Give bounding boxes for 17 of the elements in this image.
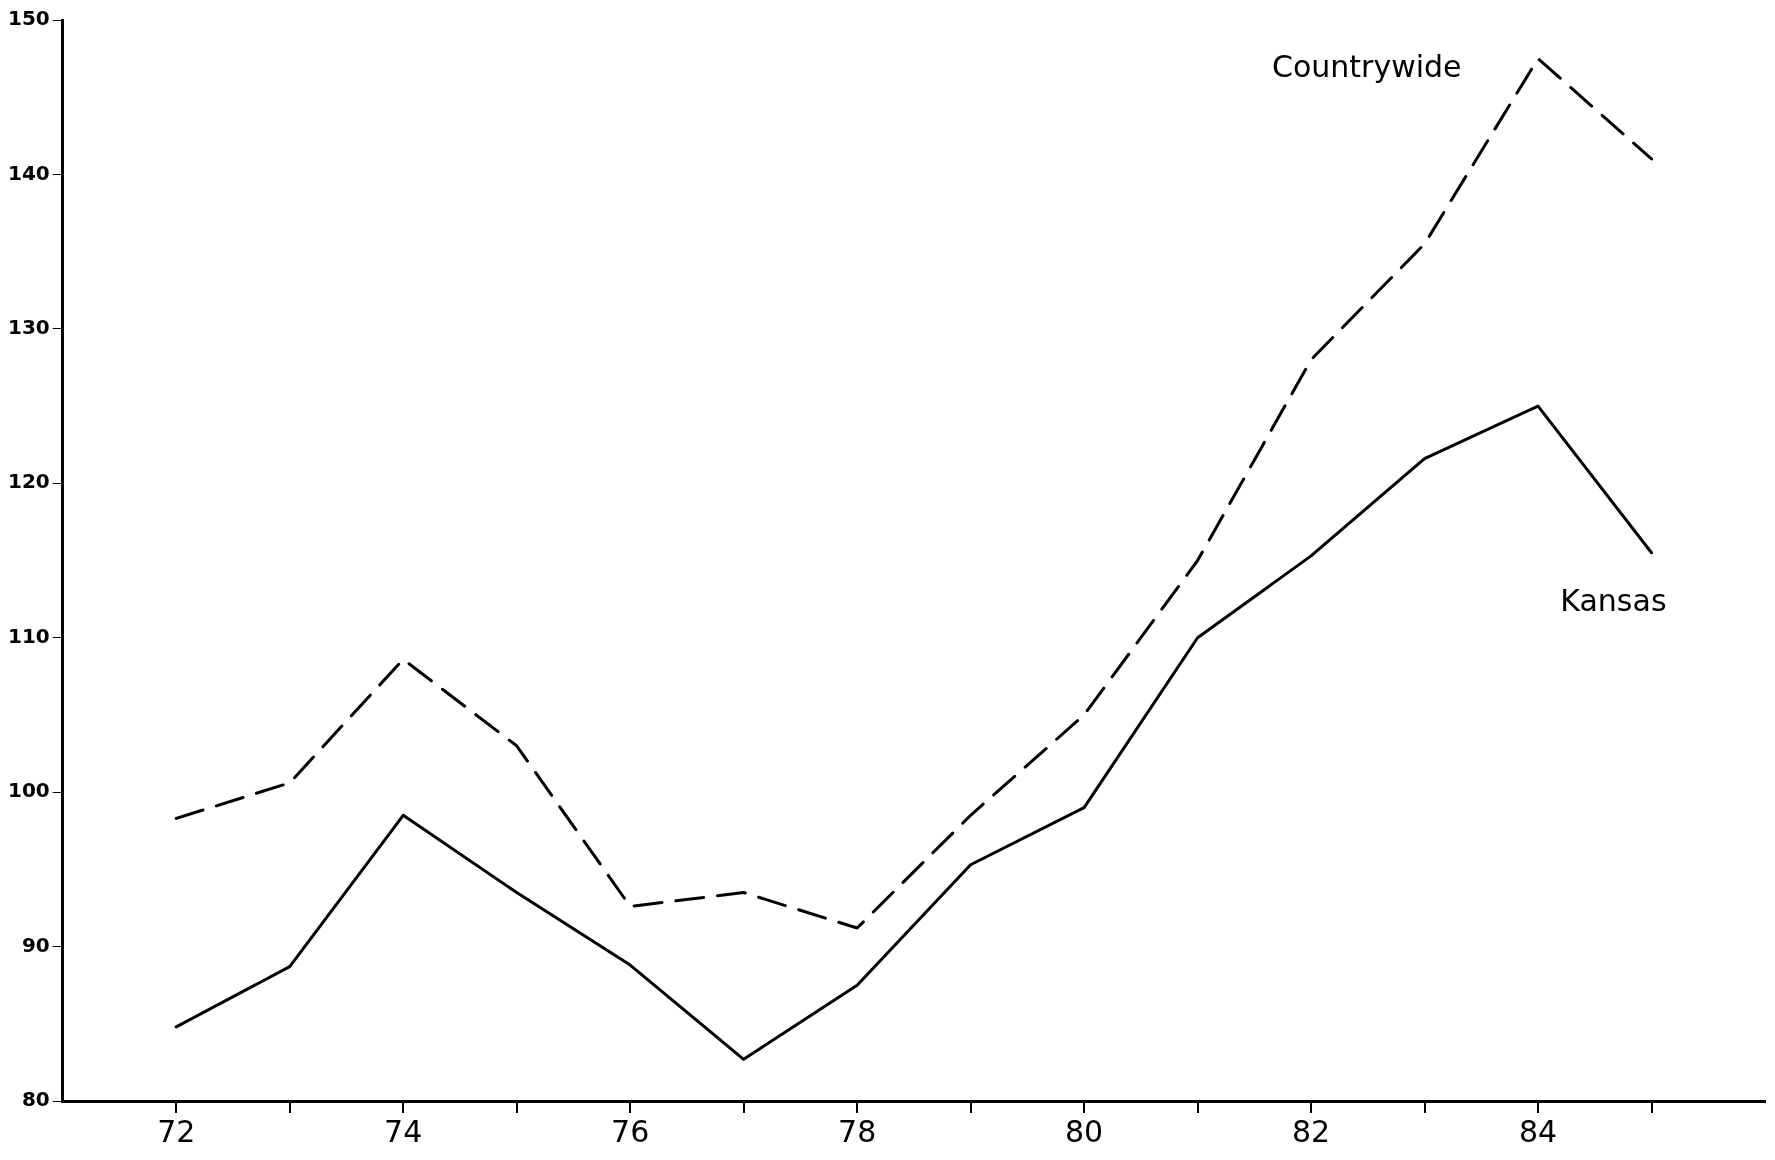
x-tick-label: 74: [384, 1113, 423, 1149]
y-tick-label: 130: [8, 315, 50, 340]
y-tick-label: 120: [8, 469, 50, 494]
x-tick-label: 72: [157, 1113, 196, 1149]
y-tick-label: 140: [8, 160, 50, 185]
series-label: Kansas: [1560, 582, 1667, 618]
y-tick-label: 100: [8, 778, 50, 803]
y-tick-label: 150: [8, 6, 50, 31]
x-tick-label: 76: [611, 1113, 650, 1149]
y-tick-label: 80: [21, 1087, 50, 1112]
x-tick-label: 80: [1065, 1113, 1104, 1149]
y-tick-label: 110: [8, 623, 50, 648]
x-tick-label: 78: [838, 1113, 877, 1149]
y-tick-label: 90: [21, 932, 50, 957]
series-label: Countrywide: [1271, 48, 1462, 84]
x-tick-label: 82: [1291, 1113, 1331, 1149]
x-tick-label: 84: [1518, 1113, 1558, 1149]
